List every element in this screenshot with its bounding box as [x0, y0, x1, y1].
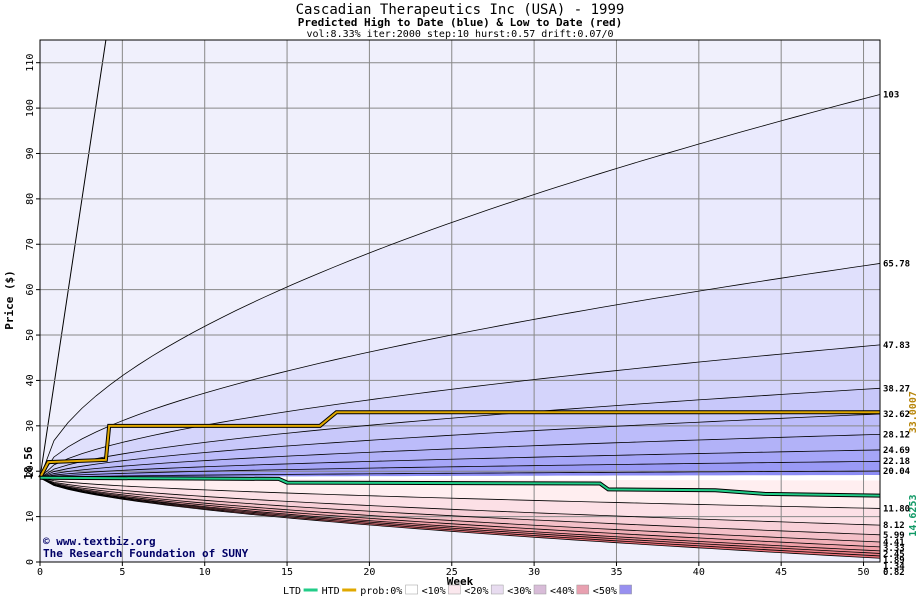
- y-tick-label: 20: [25, 465, 36, 477]
- htd-line: [39, 411, 880, 479]
- low-band: [40, 477, 880, 509]
- quantile-line: [40, 344, 880, 479]
- x-tick-label: 50: [858, 567, 870, 578]
- x-tick-label: 25: [446, 567, 458, 578]
- quantile-line: [40, 387, 880, 479]
- quantile-label: 11.80: [883, 504, 910, 514]
- quantile-line: [40, 94, 880, 478]
- x-tick-label: 35: [610, 567, 622, 578]
- legend-label: <20%: [464, 586, 488, 597]
- quantile-lines: [40, 94, 880, 559]
- y-tick-label: 10: [25, 511, 36, 523]
- quantile-line: [40, 477, 880, 509]
- ltd-line: [39, 476, 881, 497]
- legend-swatch: [576, 584, 590, 595]
- ltd-value-label: 14.6253: [908, 495, 919, 537]
- x-tick-label: 45: [775, 567, 787, 578]
- htd-value-label: 33.0007: [908, 391, 919, 433]
- quantile-line: [40, 477, 880, 543]
- quantile-label: 28.12: [883, 430, 910, 440]
- quantile-label: 32.62: [883, 410, 910, 420]
- x-tick-label: 0: [37, 567, 43, 578]
- watermark-line-2: The Research Foundation of SUNY: [43, 547, 249, 560]
- y-tick-label: 40: [25, 374, 36, 386]
- legend-swatch: [490, 584, 504, 595]
- quantile-line: [40, 433, 880, 479]
- legend-label: prob:0%: [360, 586, 402, 597]
- quantile-label: 1.89: [883, 556, 905, 566]
- quantile-line: [40, 449, 880, 479]
- quantile-label: 3.33: [883, 544, 905, 554]
- legend-label: LTD: [283, 586, 301, 597]
- legend-label: HTD: [322, 586, 340, 597]
- quantile-label: 8.12: [883, 521, 905, 531]
- quantile-label: 22.18: [883, 457, 910, 467]
- x-tick-label: 30: [528, 567, 540, 578]
- legend-label: <10%: [422, 586, 446, 597]
- y-tick-label: 90: [25, 147, 36, 159]
- quantile-line: [40, 263, 880, 478]
- legend-label: <50%: [593, 586, 617, 597]
- y-tick-label: 110: [25, 54, 36, 72]
- quantile-label: 24.69: [883, 446, 910, 456]
- start-price-label: 18.56: [22, 446, 35, 479]
- y-tick-label: 50: [25, 329, 36, 341]
- series: [38, 410, 881, 498]
- x-tick-label: 15: [281, 567, 293, 578]
- legend-label: <30%: [507, 586, 531, 597]
- quantile-label: 5.99: [883, 531, 905, 541]
- chart-params: vol:8.33% iter:2000 step:10 hurst:0.57 d…: [306, 29, 613, 40]
- legend: LTD HTD prob:0% <10% <20% <30% <40% <50%: [283, 584, 632, 597]
- quantile-label: 1.34: [883, 562, 905, 572]
- quantile-label: 2.45: [883, 550, 905, 560]
- quantile-line: [40, 460, 880, 479]
- quantile-line: [40, 413, 880, 479]
- quantile-label: 20.04: [883, 467, 911, 477]
- y-tick-label: 30: [25, 420, 36, 432]
- legend-swatch: [448, 584, 461, 595]
- plot-frame: [39, 39, 881, 563]
- y-axis-label: Price ($): [3, 270, 16, 330]
- quantile-line: [40, 477, 880, 552]
- x-tick-label: 40: [693, 567, 705, 578]
- quantile-label: 4.41: [883, 538, 905, 548]
- quantile-label: 103: [883, 90, 899, 100]
- x-tick-label: 5: [119, 567, 125, 578]
- chart-subtitle: Predicted High to Date (blue) & Low to D…: [298, 16, 623, 29]
- quantile-label: 38.27: [883, 384, 910, 394]
- legend-swatch: [533, 584, 547, 595]
- quantile-label: 47.83: [883, 341, 910, 351]
- quantile-line: [40, 470, 880, 479]
- watermark-line-1: © www.textbiz.org: [43, 535, 156, 548]
- quantile-line: [40, 477, 880, 536]
- quantile-line: [40, 477, 880, 548]
- y-tick-label: 100: [25, 99, 36, 117]
- center-band: [40, 475, 880, 481]
- y-tick-label: 80: [25, 193, 36, 205]
- y-tick-label: 70: [25, 238, 36, 250]
- legend-swatch: [619, 584, 632, 595]
- quantile-line: [40, 477, 880, 559]
- quantile-line: [40, 477, 880, 554]
- quantile-label: 65.78: [883, 259, 910, 269]
- quantile-line: [40, 477, 880, 557]
- legend-label: <40%: [550, 586, 574, 597]
- axes: 0 5 10 15 20 25 30 35 40 45 50 0 10 20 30 40 50 60 70 80 90 1…: [25, 39, 881, 578]
- quantile-line: [40, 477, 880, 526]
- x-tick-label: 10: [199, 567, 211, 578]
- legend-swatch: [405, 584, 418, 595]
- y-tick-label: 60: [25, 284, 36, 296]
- x-tick-label: 20: [363, 567, 375, 578]
- max-envelope-line: [40, 40, 107, 478]
- quantile-label: 0.82: [883, 568, 905, 578]
- y-tick-label: 0: [25, 559, 36, 565]
- chart-title: Cascadian Therapeutics Inc (USA) - 1999: [296, 2, 625, 18]
